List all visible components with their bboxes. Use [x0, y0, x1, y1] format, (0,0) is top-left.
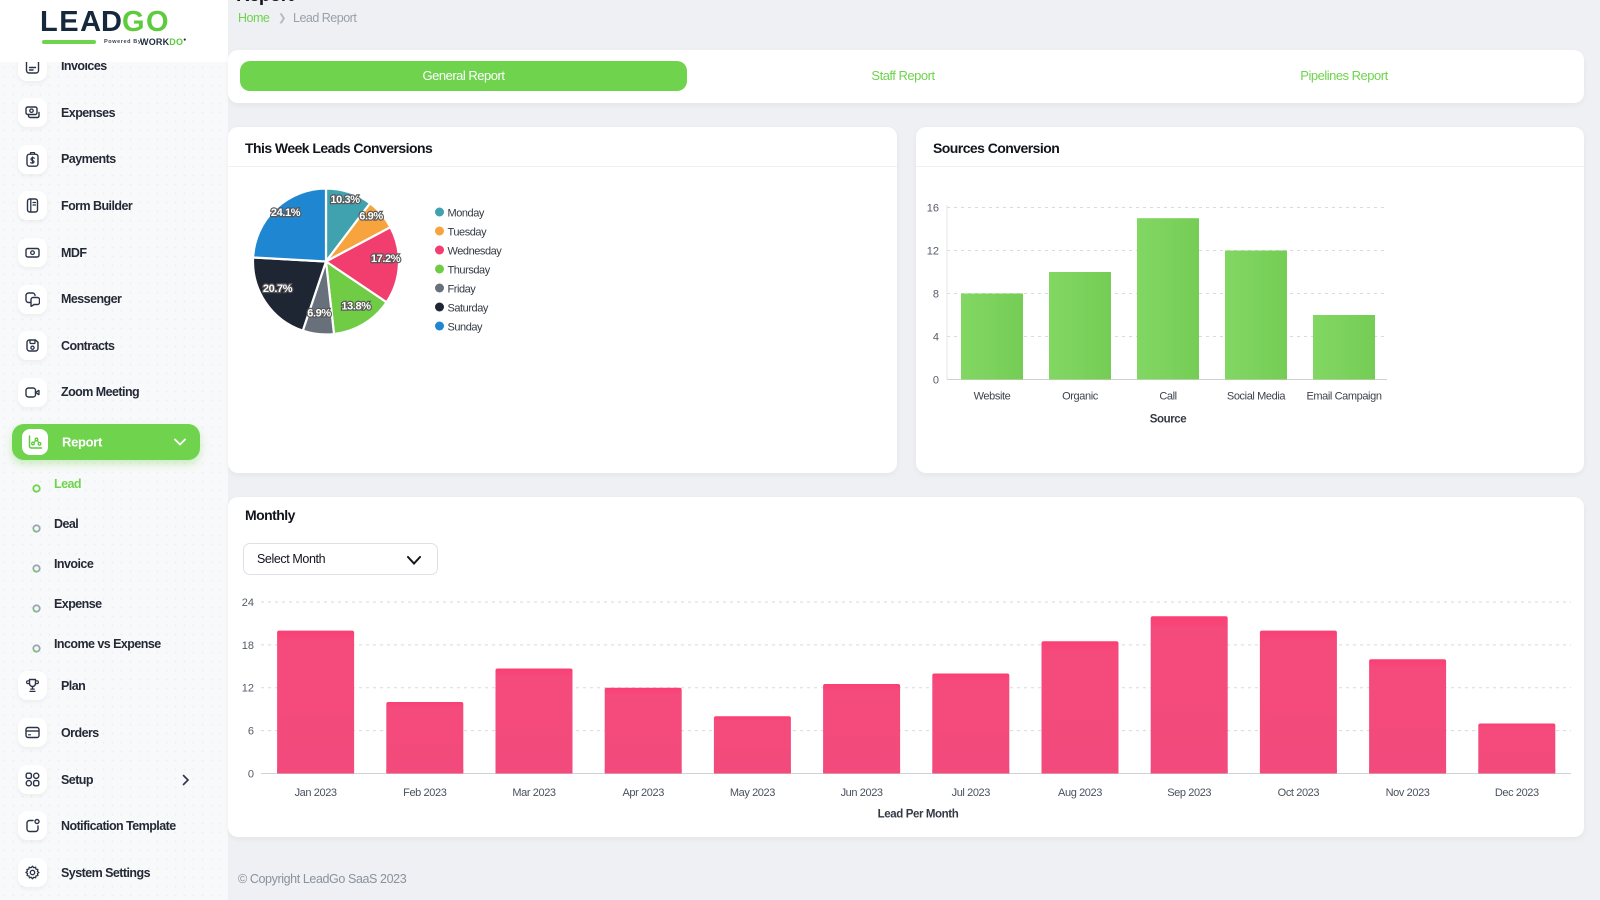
- svg-text:Tuesday: Tuesday: [448, 227, 488, 239]
- svg-text:16: 16: [927, 203, 939, 215]
- svg-text:Website: Website: [974, 391, 1011, 403]
- svg-text:12: 12: [242, 683, 254, 695]
- svg-text:Social Media: Social Media: [1227, 391, 1286, 403]
- svg-text:Thursday: Thursday: [448, 265, 491, 277]
- svg-text:Friday: Friday: [448, 284, 477, 296]
- svg-text:20.7%: 20.7%: [263, 283, 293, 295]
- svg-text:18: 18: [242, 640, 254, 652]
- svg-text:Oct 2023: Oct 2023: [1278, 787, 1320, 799]
- svg-text:Organic: Organic: [1062, 391, 1099, 403]
- svg-text:24.1%: 24.1%: [271, 207, 301, 219]
- svg-text:Feb 2023: Feb 2023: [403, 787, 447, 799]
- svg-text:6.9%: 6.9%: [359, 211, 383, 223]
- svg-text:6.9%: 6.9%: [307, 308, 331, 320]
- svg-text:Monday: Monday: [448, 208, 485, 220]
- svg-text:0: 0: [248, 769, 254, 781]
- svg-text:Email Campaign: Email Campaign: [1306, 391, 1381, 403]
- svg-text:0: 0: [933, 375, 939, 387]
- svg-text:Call: Call: [1159, 391, 1176, 403]
- svg-text:Aug 2023: Aug 2023: [1058, 787, 1102, 799]
- svg-text:Lead Per Month: Lead Per Month: [878, 809, 959, 821]
- svg-text:Saturday: Saturday: [448, 303, 489, 315]
- svg-text:17.2%: 17.2%: [371, 253, 401, 265]
- svg-text:12: 12: [927, 246, 939, 258]
- svg-text:4: 4: [933, 332, 939, 344]
- svg-text:Sep 2023: Sep 2023: [1167, 787, 1211, 799]
- svg-text:Apr 2023: Apr 2023: [622, 787, 664, 799]
- svg-text:24: 24: [242, 597, 254, 609]
- svg-text:May 2023: May 2023: [730, 787, 775, 799]
- svg-text:Source: Source: [1150, 414, 1187, 426]
- svg-text:Jul 2023: Jul 2023: [952, 787, 991, 799]
- svg-text:Dec 2023: Dec 2023: [1495, 787, 1539, 799]
- svg-text:13.8%: 13.8%: [341, 301, 371, 313]
- svg-text:8: 8: [933, 289, 939, 301]
- svg-text:Nov 2023: Nov 2023: [1386, 787, 1430, 799]
- svg-text:Wednesday: Wednesday: [448, 246, 503, 258]
- svg-text:6: 6: [248, 726, 254, 738]
- svg-text:Mar 2023: Mar 2023: [512, 787, 556, 799]
- svg-text:10.3%: 10.3%: [330, 194, 360, 206]
- svg-text:Jan 2023: Jan 2023: [295, 787, 337, 799]
- svg-text:Jun 2023: Jun 2023: [841, 787, 883, 799]
- svg-text:Sunday: Sunday: [448, 322, 484, 334]
